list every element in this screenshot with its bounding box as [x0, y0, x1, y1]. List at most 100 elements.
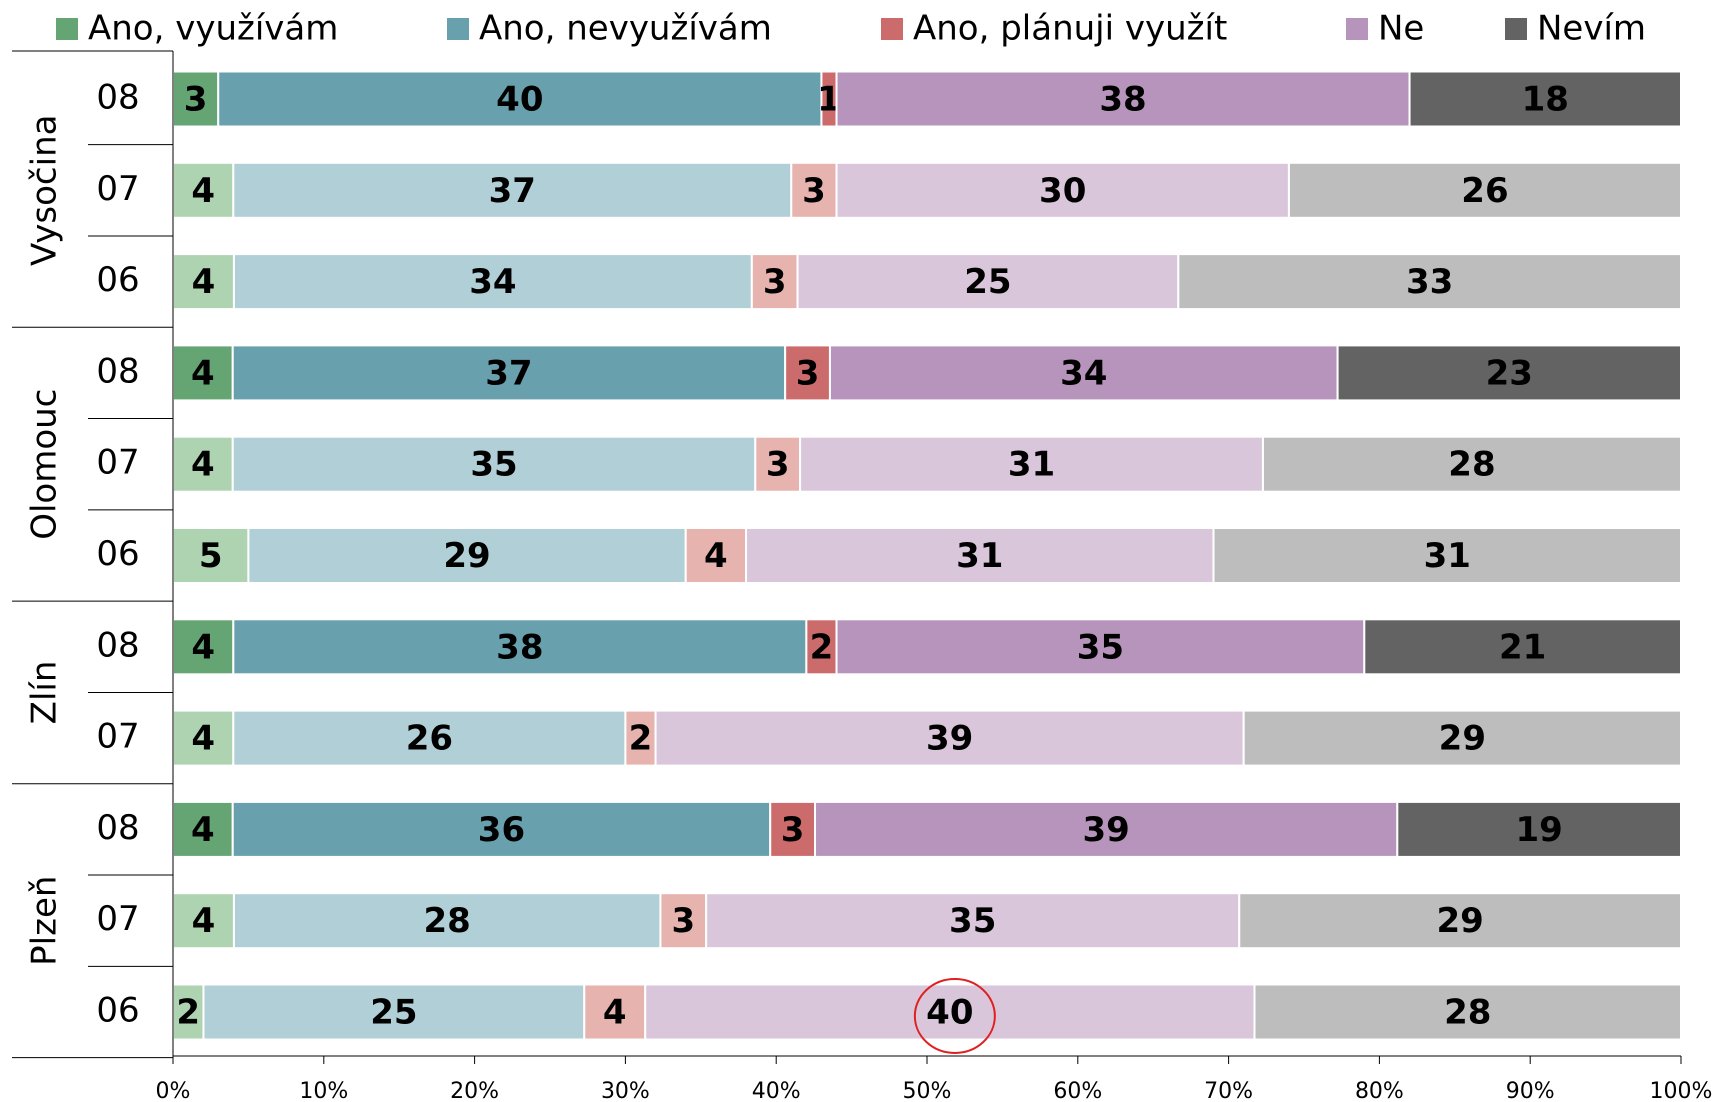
value-label: 3 [802, 171, 826, 211]
value-label: 29 [1439, 719, 1486, 759]
value-label: 3 [796, 353, 820, 393]
legend-swatch [447, 18, 469, 40]
x-tick-label: 30% [601, 1079, 650, 1102]
bar-segment [232, 253, 753, 311]
group-label: Vysočina [25, 115, 65, 267]
bar-segment [654, 709, 1245, 767]
legend-swatch [1505, 18, 1527, 40]
annotation-circle [913, 978, 996, 1054]
value-label: 28 [424, 901, 471, 941]
value-label: 25 [370, 993, 417, 1033]
bar-segment [172, 527, 250, 584]
value-label: 4 [191, 353, 215, 393]
value-label: 30 [1039, 171, 1086, 211]
value-label: 5 [199, 536, 223, 576]
value-label: 40 [926, 993, 973, 1033]
value-label: 34 [469, 262, 516, 302]
legend-label: Ano, využívám [88, 9, 338, 49]
value-label: 26 [1461, 171, 1508, 211]
value-label: 4 [192, 901, 216, 941]
value-label: 31 [1008, 445, 1055, 485]
bar-segment [232, 709, 627, 767]
value-label: 3 [671, 901, 695, 941]
bar-segment [835, 70, 1411, 128]
bar-segment [769, 800, 817, 858]
value-label: 2 [810, 627, 834, 667]
legend-label: Nevím [1537, 9, 1646, 49]
bar-segment [1363, 618, 1682, 676]
bar-segment [1242, 709, 1683, 767]
category-label: 08 [96, 808, 139, 848]
value-label: 4 [192, 262, 216, 302]
value-label: 4 [191, 627, 215, 667]
group-label: Zlín [25, 661, 65, 725]
value-label: 35 [470, 445, 517, 485]
value-label: 19 [1515, 810, 1562, 850]
bar-segment [750, 253, 799, 311]
category-label: 08 [96, 78, 139, 118]
value-label: 34 [1060, 353, 1107, 393]
value-label: 39 [1083, 810, 1130, 850]
value-label: 28 [1448, 445, 1495, 485]
value-label: 2 [629, 719, 653, 759]
category-label: 06 [96, 260, 139, 300]
value-label: 31 [956, 536, 1003, 576]
value-label: 25 [964, 262, 1011, 302]
category-label: 08 [96, 351, 139, 391]
bar-segment [231, 800, 772, 858]
category-label: 07 [96, 443, 139, 483]
bar-segment [624, 709, 657, 767]
bar-segment [814, 800, 1399, 858]
value-label: 35 [949, 901, 996, 941]
category-label: 06 [96, 534, 139, 574]
bar-segment [790, 161, 838, 219]
bar-segment [583, 983, 647, 1041]
legend-label: Ano, plánuji využít [913, 9, 1227, 49]
value-label: 39 [926, 719, 973, 759]
legend-swatch [881, 18, 903, 40]
value-label: 4 [704, 536, 728, 576]
value-label: 4 [191, 810, 215, 850]
bar-segment [1238, 892, 1682, 950]
bar-segment [1408, 70, 1683, 128]
value-label: 2 [176, 993, 200, 1033]
bar-segment [231, 435, 757, 493]
value-label: 37 [489, 171, 536, 211]
x-tick-label: 70% [1204, 1079, 1253, 1102]
value-label: 4 [191, 719, 215, 759]
value-label: 21 [1499, 627, 1546, 667]
value-label: 3 [184, 80, 208, 120]
value-label: 1 [817, 80, 841, 120]
value-label: 36 [478, 810, 525, 850]
value-label: 4 [191, 445, 215, 485]
bar-segment [644, 983, 1256, 1041]
bar-segment [745, 527, 1215, 584]
bar-segment [1287, 161, 1683, 219]
value-label: 26 [406, 719, 453, 759]
value-label: 4 [603, 993, 627, 1033]
category-label: 06 [96, 991, 139, 1031]
bar-segment [172, 161, 235, 219]
value-label: 3 [781, 810, 805, 850]
bar-segment [231, 344, 787, 402]
bar-segment [1253, 983, 1683, 1041]
bar-segment [1261, 435, 1682, 493]
legend-swatch [1346, 18, 1368, 40]
legend-label: Ne [1378, 9, 1424, 49]
value-label: 23 [1486, 353, 1533, 393]
x-tick-label: 100% [1650, 1079, 1713, 1102]
bar-segment [232, 161, 793, 219]
x-tick-label: 60% [1053, 1079, 1102, 1102]
value-label: 38 [496, 627, 543, 667]
category-label: 07 [96, 717, 139, 757]
legend-label: Ano, nevyužívám [479, 9, 772, 49]
x-tick-label: 10% [299, 1079, 348, 1102]
category-label: 07 [96, 899, 139, 939]
value-label: 18 [1522, 80, 1569, 120]
value-label: 33 [1406, 262, 1453, 302]
bar-segment [828, 344, 1339, 402]
category-label: 07 [96, 169, 139, 209]
value-label: 31 [1424, 536, 1471, 576]
bar-segment [1212, 527, 1683, 584]
x-tick-label: 80% [1355, 1079, 1404, 1102]
